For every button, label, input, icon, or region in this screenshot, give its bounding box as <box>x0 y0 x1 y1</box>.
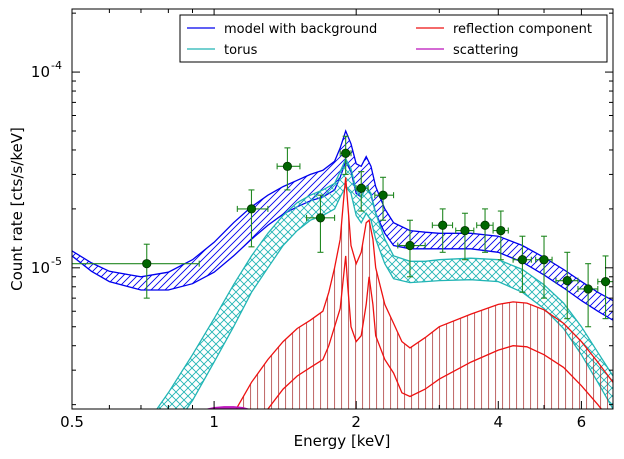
legend-label-reflection: reflection component <box>453 22 592 37</box>
data-point <box>405 240 415 251</box>
legend: model with background reflection compone… <box>179 14 608 63</box>
data-point <box>517 255 528 265</box>
band-torus <box>156 158 613 409</box>
line-lower-reflection-component <box>267 255 603 409</box>
data-point <box>562 276 572 286</box>
data-point <box>282 161 293 171</box>
line-upper-model-with-background <box>72 129 613 302</box>
data-point <box>341 148 351 158</box>
legend-label-torus: torus <box>224 43 258 58</box>
y-tick-label-base: 10 <box>31 63 50 81</box>
series-reflection-component <box>235 177 613 409</box>
legend-label-model: model with background <box>224 22 377 37</box>
data-point <box>480 220 490 230</box>
data-point <box>142 259 152 269</box>
plot-frame <box>71 8 614 410</box>
data-point <box>539 255 549 265</box>
y-tick-label-base: 10 <box>31 259 50 277</box>
data-point <box>438 220 448 230</box>
data-point <box>356 183 366 193</box>
data-point <box>496 225 506 236</box>
data-point <box>378 190 388 200</box>
y-axis-label: Count rate [cts/s/keV] <box>8 127 26 291</box>
data-point <box>460 225 470 236</box>
y-tick-label-exponent: -4 <box>51 59 62 72</box>
x-tick-label: 6 <box>577 413 587 431</box>
x-axis-label: Energy [keV] <box>294 432 391 450</box>
x-tick-label: 1 <box>209 413 219 431</box>
x-tick-label: 0.5 <box>60 413 84 431</box>
x-tick-label: 2 <box>351 413 361 431</box>
tick-labels: 0.5 1 2 4 610-510-4 <box>31 59 586 431</box>
legend-box <box>179 14 608 63</box>
line-lower-torus <box>185 185 613 409</box>
band-model-with-background <box>72 131 613 321</box>
data-points <box>72 135 613 328</box>
plot-area <box>72 129 613 409</box>
y-tick-label-exponent: -5 <box>51 255 62 268</box>
line-upper-reflection-component <box>235 177 613 409</box>
data-point <box>600 277 611 287</box>
data-point <box>246 204 257 214</box>
data-point <box>315 213 326 223</box>
x-tick-label: 4 <box>494 413 504 431</box>
data-point <box>583 284 593 294</box>
legend-label-scattering: scattering <box>453 43 519 58</box>
